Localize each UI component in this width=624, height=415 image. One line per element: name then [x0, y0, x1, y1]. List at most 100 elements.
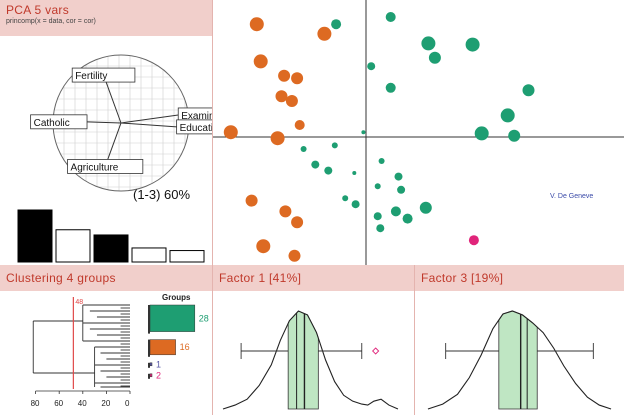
density-curve [427, 310, 612, 410]
scatter-point [500, 108, 515, 123]
scatter-point [419, 201, 432, 214]
scatter-point [288, 249, 301, 262]
scatter-point [378, 158, 385, 164]
scatter-point [367, 62, 376, 71]
pca-panel: PCA 5 vars princomp(x = data, cor = cor)… [0, 0, 212, 265]
scatter-point [279, 205, 292, 218]
group-bar-axis [148, 373, 150, 379]
pca-variable-label-box [176, 119, 212, 135]
scatter-point [394, 172, 403, 181]
eigenvalue-bar [93, 234, 129, 263]
pca-variable-label: Education [180, 123, 212, 134]
scatter-point [311, 160, 320, 169]
pca-variable-label-box [67, 159, 144, 174]
factor-scatter-plot: V. De Geneve [213, 0, 624, 265]
factor3-header: Factor 3 [19%] [415, 265, 624, 291]
scatter-point [249, 17, 264, 32]
scatter-point [223, 125, 238, 140]
eigenvalue-bar [131, 247, 167, 263]
scatter-point [317, 26, 332, 41]
dendrogram: 80 60 40 20 0 48 Groups 28 16 12 [31, 293, 209, 408]
pca-title: PCA 5 vars [6, 3, 70, 17]
scatter-point [428, 51, 441, 64]
pca-variable-label: Agriculture [71, 162, 119, 173]
pca-variable-arrow [120, 114, 179, 124]
clustering-panel: Clustering 4 groups 80 60 40 20 0 48 Groups 28 1… [0, 265, 212, 415]
scatter-point [300, 146, 307, 152]
factor1-title: Factor 1 [41%] [219, 271, 302, 285]
vertical-divider [212, 0, 213, 415]
pca-variable-label-box [177, 107, 212, 123]
group-count-label: 28 [199, 313, 209, 323]
scatter-point [278, 69, 291, 82]
dendrogram-axis-tick-label: 0 [125, 399, 130, 408]
scatter-point [361, 130, 366, 135]
scatter-point [508, 129, 521, 142]
scatter-point [342, 195, 349, 202]
pca-variable-arrow [87, 121, 122, 124]
pca-variable-label: Fertility [75, 71, 107, 82]
scatter-point [291, 216, 304, 229]
pca-variable-arrow [103, 74, 122, 124]
factor1-header: Factor 1 [41%] [213, 265, 414, 291]
factor3-title: Factor 3 [19%] [421, 271, 504, 285]
group-bar-axis [148, 305, 150, 334]
pca-variable-label: Catholic [34, 118, 70, 129]
factor3-density-plot [427, 310, 612, 410]
scatter-point [390, 206, 401, 217]
pca-variable-arrow [120, 122, 177, 128]
density-curve [222, 310, 399, 410]
scatter-point [522, 84, 535, 97]
scatter-point [275, 90, 288, 103]
scatter-point [468, 235, 479, 246]
group-count-label: 16 [180, 342, 190, 352]
scatter-point [253, 54, 268, 69]
scatter-point [256, 239, 271, 254]
dendrogram-axis-tick-label: 20 [101, 399, 110, 408]
pca-header: PCA 5 vars princomp(x = data, cor = cor) [0, 0, 212, 36]
group-bar [149, 373, 153, 378]
eigenvalue-bar [169, 250, 205, 263]
group-bar [149, 304, 196, 332]
dendrogram-axis-tick-label: 40 [78, 399, 87, 408]
groups-title: Groups [162, 293, 191, 302]
scatter-point [351, 200, 360, 209]
pca-variable-label-box [71, 67, 136, 83]
cluster-cut-height-label: 48 [75, 299, 83, 306]
scatter-point [291, 72, 304, 85]
scatter-point [465, 37, 480, 52]
scatter-point [474, 126, 489, 141]
dendrogram-axis-tick-label: 80 [31, 399, 40, 408]
pca-call: princomp(x = data, cor = cor) [6, 18, 96, 25]
scatter-point [385, 12, 396, 22]
interquartile-shading [498, 310, 538, 410]
scatter-point-label: V. De Geneve [550, 193, 593, 200]
factor3-panel: Factor 3 [19%] [415, 265, 624, 415]
scatter-point [331, 142, 338, 149]
factor1-density-plot [222, 310, 399, 410]
scatter-point [352, 171, 357, 175]
scatter-point [294, 120, 305, 130]
vertical-divider-bottom [414, 265, 415, 415]
eigenvalue-bar [17, 209, 53, 263]
group-bar-axis [148, 339, 150, 357]
scatter-point [285, 95, 298, 107]
group-bar-axis [148, 362, 150, 368]
pca-circle-group: Fertility ExaminationEducation Catholic Agr… [30, 54, 212, 192]
scatter-point [270, 131, 285, 146]
group-count-label: 2 [156, 370, 161, 380]
scatter-point [376, 224, 385, 233]
scatter-point [374, 183, 381, 190]
interquartile-shading [287, 310, 319, 410]
scatter-point [421, 36, 436, 51]
outlier-marker [372, 347, 380, 355]
group-bar [149, 339, 176, 356]
scatter-point [397, 185, 406, 194]
scatter-point [385, 82, 396, 93]
clustering-title: Clustering 4 groups [6, 271, 116, 285]
scatter-point [402, 213, 413, 224]
scatter-point [245, 194, 258, 207]
pca-correlation-circle: Fertility ExaminationEducation Catholic Agr… [17, 54, 212, 263]
scatter-point [373, 212, 382, 221]
pca-variable-label-box [30, 114, 88, 130]
